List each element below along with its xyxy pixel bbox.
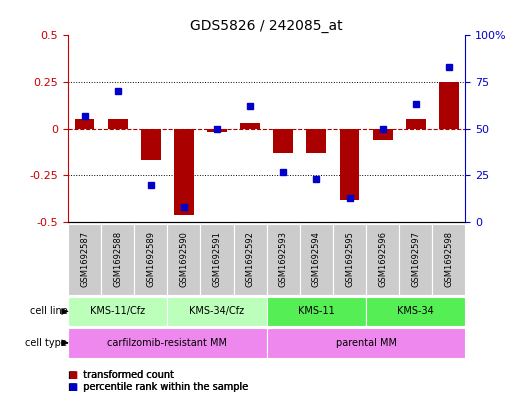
Bar (141, 129, 161, 160)
Bar (267, 328, 465, 358)
Text: GSM1692590: GSM1692590 (179, 231, 188, 287)
Text: GSM1692597: GSM1692597 (411, 231, 420, 287)
Bar (433, 224, 465, 295)
Bar (101, 224, 134, 295)
Bar (240, 123, 260, 129)
Bar (366, 224, 399, 295)
Bar (167, 224, 200, 295)
Bar (267, 297, 366, 326)
Bar (68, 328, 267, 358)
Bar (174, 129, 194, 215)
Text: ■  percentile rank within the sample: ■ percentile rank within the sample (68, 382, 248, 392)
Bar (399, 224, 433, 295)
Text: cell type: cell type (26, 338, 67, 348)
Text: ■  transformed count: ■ transformed count (68, 370, 174, 380)
Bar (267, 224, 300, 295)
Bar (339, 129, 359, 200)
Text: GSM1692594: GSM1692594 (312, 231, 321, 287)
Bar (68, 224, 101, 295)
Text: GSM1692598: GSM1692598 (445, 231, 453, 287)
Bar (167, 297, 267, 326)
Bar (300, 224, 333, 295)
Text: parental MM: parental MM (336, 338, 396, 348)
Bar (75, 119, 95, 129)
Text: carfilzomib-resistant MM: carfilzomib-resistant MM (107, 338, 228, 348)
Bar (306, 129, 326, 153)
Bar (373, 129, 393, 140)
Text: KMS-34/Cfz: KMS-34/Cfz (189, 307, 245, 316)
Text: ■: ■ (68, 382, 77, 392)
Text: GSM1692588: GSM1692588 (113, 231, 122, 287)
Bar (333, 224, 366, 295)
Bar (274, 129, 293, 153)
Bar (406, 119, 426, 129)
Bar (366, 297, 465, 326)
Text: GSM1692596: GSM1692596 (378, 231, 387, 287)
Bar (200, 224, 234, 295)
Text: KMS-11/Cfz: KMS-11/Cfz (90, 307, 145, 316)
Text: GSM1692592: GSM1692592 (246, 231, 255, 287)
Text: ■: ■ (68, 370, 77, 380)
Text: GSM1692593: GSM1692593 (279, 231, 288, 287)
Text: KMS-34: KMS-34 (397, 307, 434, 316)
Text: transformed count: transformed count (83, 370, 174, 380)
Text: GSM1692587: GSM1692587 (80, 231, 89, 287)
Text: KMS-11: KMS-11 (298, 307, 335, 316)
Text: GSM1692595: GSM1692595 (345, 231, 354, 287)
Text: cell line: cell line (30, 307, 67, 316)
Text: percentile rank within the sample: percentile rank within the sample (83, 382, 247, 392)
Title: GDS5826 / 242085_at: GDS5826 / 242085_at (190, 19, 343, 33)
Text: GSM1692591: GSM1692591 (212, 231, 222, 287)
Bar (134, 224, 167, 295)
Bar (207, 129, 227, 132)
Bar (439, 82, 459, 129)
Text: GSM1692589: GSM1692589 (146, 231, 155, 287)
Bar (234, 224, 267, 295)
Bar (68, 297, 167, 326)
Bar (108, 119, 128, 129)
